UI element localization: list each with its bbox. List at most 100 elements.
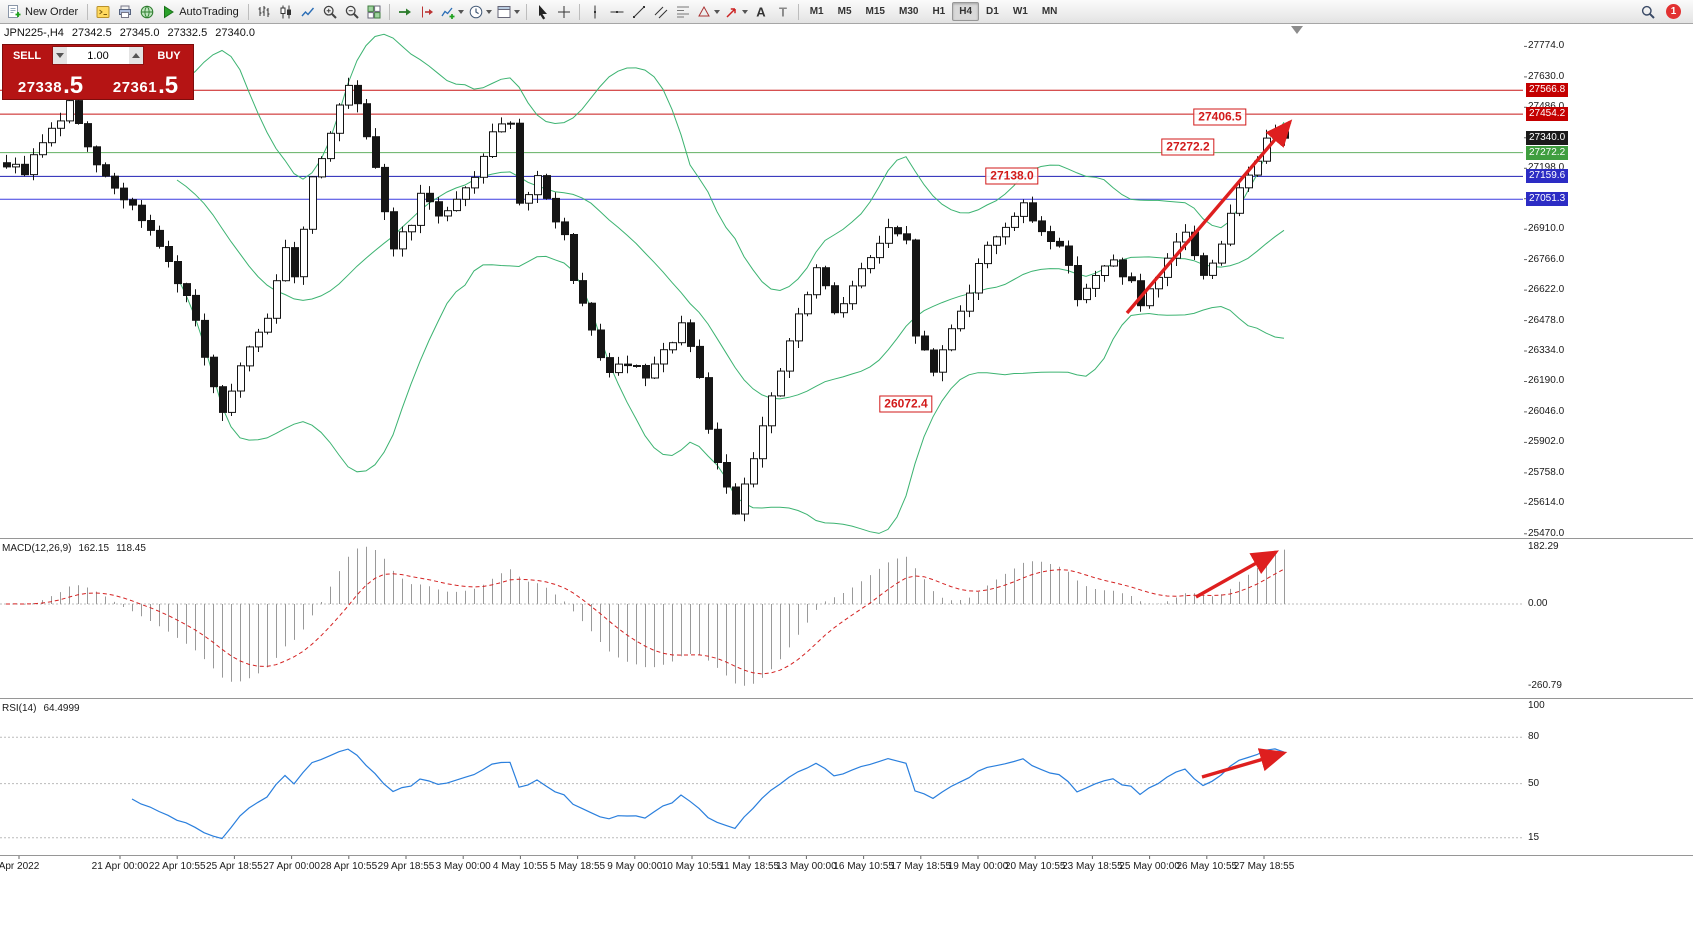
rsi-axis-label: 50 [1528, 777, 1540, 789]
quote-open: 27342.5 [71, 27, 112, 39]
search-button[interactable] [1637, 2, 1659, 22]
buy-button[interactable]: BUY [145, 45, 193, 66]
fibo-icon [675, 4, 691, 20]
vertical-line-button[interactable] [584, 2, 606, 22]
lot-size-input[interactable] [67, 47, 129, 64]
indicators-button[interactable] [438, 2, 466, 22]
price-callout[interactable]: 27138.0 [985, 167, 1039, 185]
templates-button[interactable] [494, 2, 522, 22]
macd-histogram [15, 546, 1285, 686]
zoom-out-button[interactable] [341, 2, 363, 22]
price-callout[interactable]: 27272.2 [1161, 138, 1215, 156]
toolbar-separator [525, 3, 527, 20]
price-marker-27051.3: 27051.3 [1526, 192, 1569, 207]
periods-button[interactable] [466, 2, 494, 22]
date-axis-label: 20 May 10:55 [1004, 861, 1066, 872]
price-callout[interactable]: 27406.5 [1193, 108, 1247, 126]
date-axis-label: 11 May 18:55 [719, 861, 780, 872]
quote-high: 27345.0 [119, 27, 160, 39]
timeframe-m15-button[interactable]: M15 [865, 6, 885, 17]
triangle-up-icon [132, 53, 140, 58]
terminal-icon [95, 4, 111, 20]
macd-axis-label: 182.29 [1528, 540, 1559, 552]
sell-price[interactable]: 27338.5 [3, 66, 98, 99]
buy-price-base: 27361 [112, 79, 158, 96]
timeframe-m30-button[interactable]: M30 [898, 6, 919, 17]
date-axis-label: 5 May 18:55 [550, 861, 606, 872]
zoom-in-button[interactable] [319, 2, 341, 22]
svg-text:T: T [779, 4, 787, 19]
lot-increase-button[interactable] [129, 47, 143, 64]
auto-scroll-button[interactable] [394, 2, 416, 22]
new-order-button[interactable]: New Order [4, 2, 83, 22]
timeframe-h4-button[interactable]: H4 [952, 2, 980, 21]
price-axis-label: 26622.0 [1528, 284, 1565, 296]
timeframe-d1-button[interactable]: D1 [986, 6, 999, 17]
bar-chart-button[interactable] [253, 2, 275, 22]
fibonacci-button[interactable] [672, 2, 694, 22]
price-axis-label: 25902.0 [1528, 436, 1565, 448]
toolbar-separator [797, 3, 799, 20]
date-axis-label: 21 Apr 00:00 [91, 861, 149, 872]
price-axis-label: 26910.0 [1528, 223, 1565, 235]
date-axis-label: 13 May 00:00 [776, 861, 837, 872]
horizontal-line-button[interactable] [606, 2, 628, 22]
equidistant-channel-button[interactable] [650, 2, 672, 22]
one-click-trading-widget: SELL BUY 27338.5 27361.5 [2, 44, 194, 100]
symbol-period: JPN225-,H4 [4, 27, 64, 39]
metaeditor-button[interactable] [92, 2, 114, 22]
price-axis-label: 25758.0 [1528, 466, 1565, 478]
toolbar-separator [87, 3, 89, 20]
tile-windows-button[interactable] [363, 2, 385, 22]
price-axis-label: 26766.0 [1528, 253, 1565, 265]
price-marker-27272.2: 27272.2 [1526, 145, 1569, 160]
timeframe-m1-button[interactable]: M1 [809, 6, 824, 17]
price-callout[interactable]: 26072.4 [879, 395, 933, 413]
date-axis-label: 16 May 10:55 [833, 861, 894, 872]
date-axis-label: 27 May 18:55 [1233, 861, 1295, 872]
macd-indicator-label: MACD(12,26,9) 162.15 118.45 [2, 543, 146, 554]
trendline-button[interactable] [628, 2, 650, 22]
notification-badge[interactable]: 1 [1666, 4, 1681, 19]
macd-signal-line [5, 568, 1285, 675]
date-axis-label: 25 May 00:00 [1119, 861, 1180, 872]
text-label-button[interactable]: T [772, 2, 794, 22]
timeframe-h1-button[interactable]: H1 [932, 6, 946, 17]
chart-shift-button[interactable] [416, 2, 438, 22]
autotrading-button[interactable]: AutoTrading [158, 2, 244, 22]
trend-arrow[interactable] [1125, 119, 1293, 315]
candlestick-chart-button[interactable] [275, 2, 297, 22]
timeframe-mn-button[interactable]: MN [1041, 6, 1058, 17]
date-axis-label: 17 May 18:55 [890, 861, 952, 872]
print-button[interactable] [114, 2, 136, 22]
data-window-button[interactable] [136, 2, 158, 22]
arrows-button[interactable] [722, 2, 750, 22]
sell-button[interactable]: SELL [3, 45, 51, 66]
buy-price[interactable]: 27361.5 [98, 66, 193, 99]
shapes-button[interactable] [694, 2, 722, 22]
lot-decrease-button[interactable] [53, 47, 67, 64]
date-axis-label: 26 May 10:55 [1176, 861, 1238, 872]
crosshair-icon [556, 4, 572, 20]
candles [3, 77, 1289, 522]
macd-axis-label: -260.79 [1528, 679, 1562, 691]
lot-size-control [52, 46, 144, 65]
triangle-down-icon [56, 53, 64, 58]
trend-arrow[interactable] [1195, 550, 1279, 599]
toolbar: New Order AutoTrading A T M1 M5 M15 M30 H1 H4 D1 W1… [0, 0, 1693, 24]
text-button[interactable]: A [750, 2, 772, 22]
timeframe-w1-button[interactable]: W1 [1012, 6, 1028, 17]
cursor-button[interactable] [531, 2, 553, 22]
date-axis-label: 28 Apr 10:55 [320, 861, 378, 872]
price-axis-label: 25614.0 [1528, 497, 1565, 509]
toolbar-separator [247, 3, 249, 20]
macd-value-main: 162.15 [78, 543, 110, 554]
autotrading-button-label: AutoTrading [179, 5, 239, 18]
timeframe-m5-button[interactable]: M5 [837, 6, 852, 17]
crosshair-button[interactable] [553, 2, 575, 22]
trend-arrow[interactable] [1201, 748, 1288, 779]
line-chart-button[interactable] [297, 2, 319, 22]
print-icon [117, 4, 133, 20]
date-axis-label: 19 May 00:00 [947, 861, 1009, 872]
